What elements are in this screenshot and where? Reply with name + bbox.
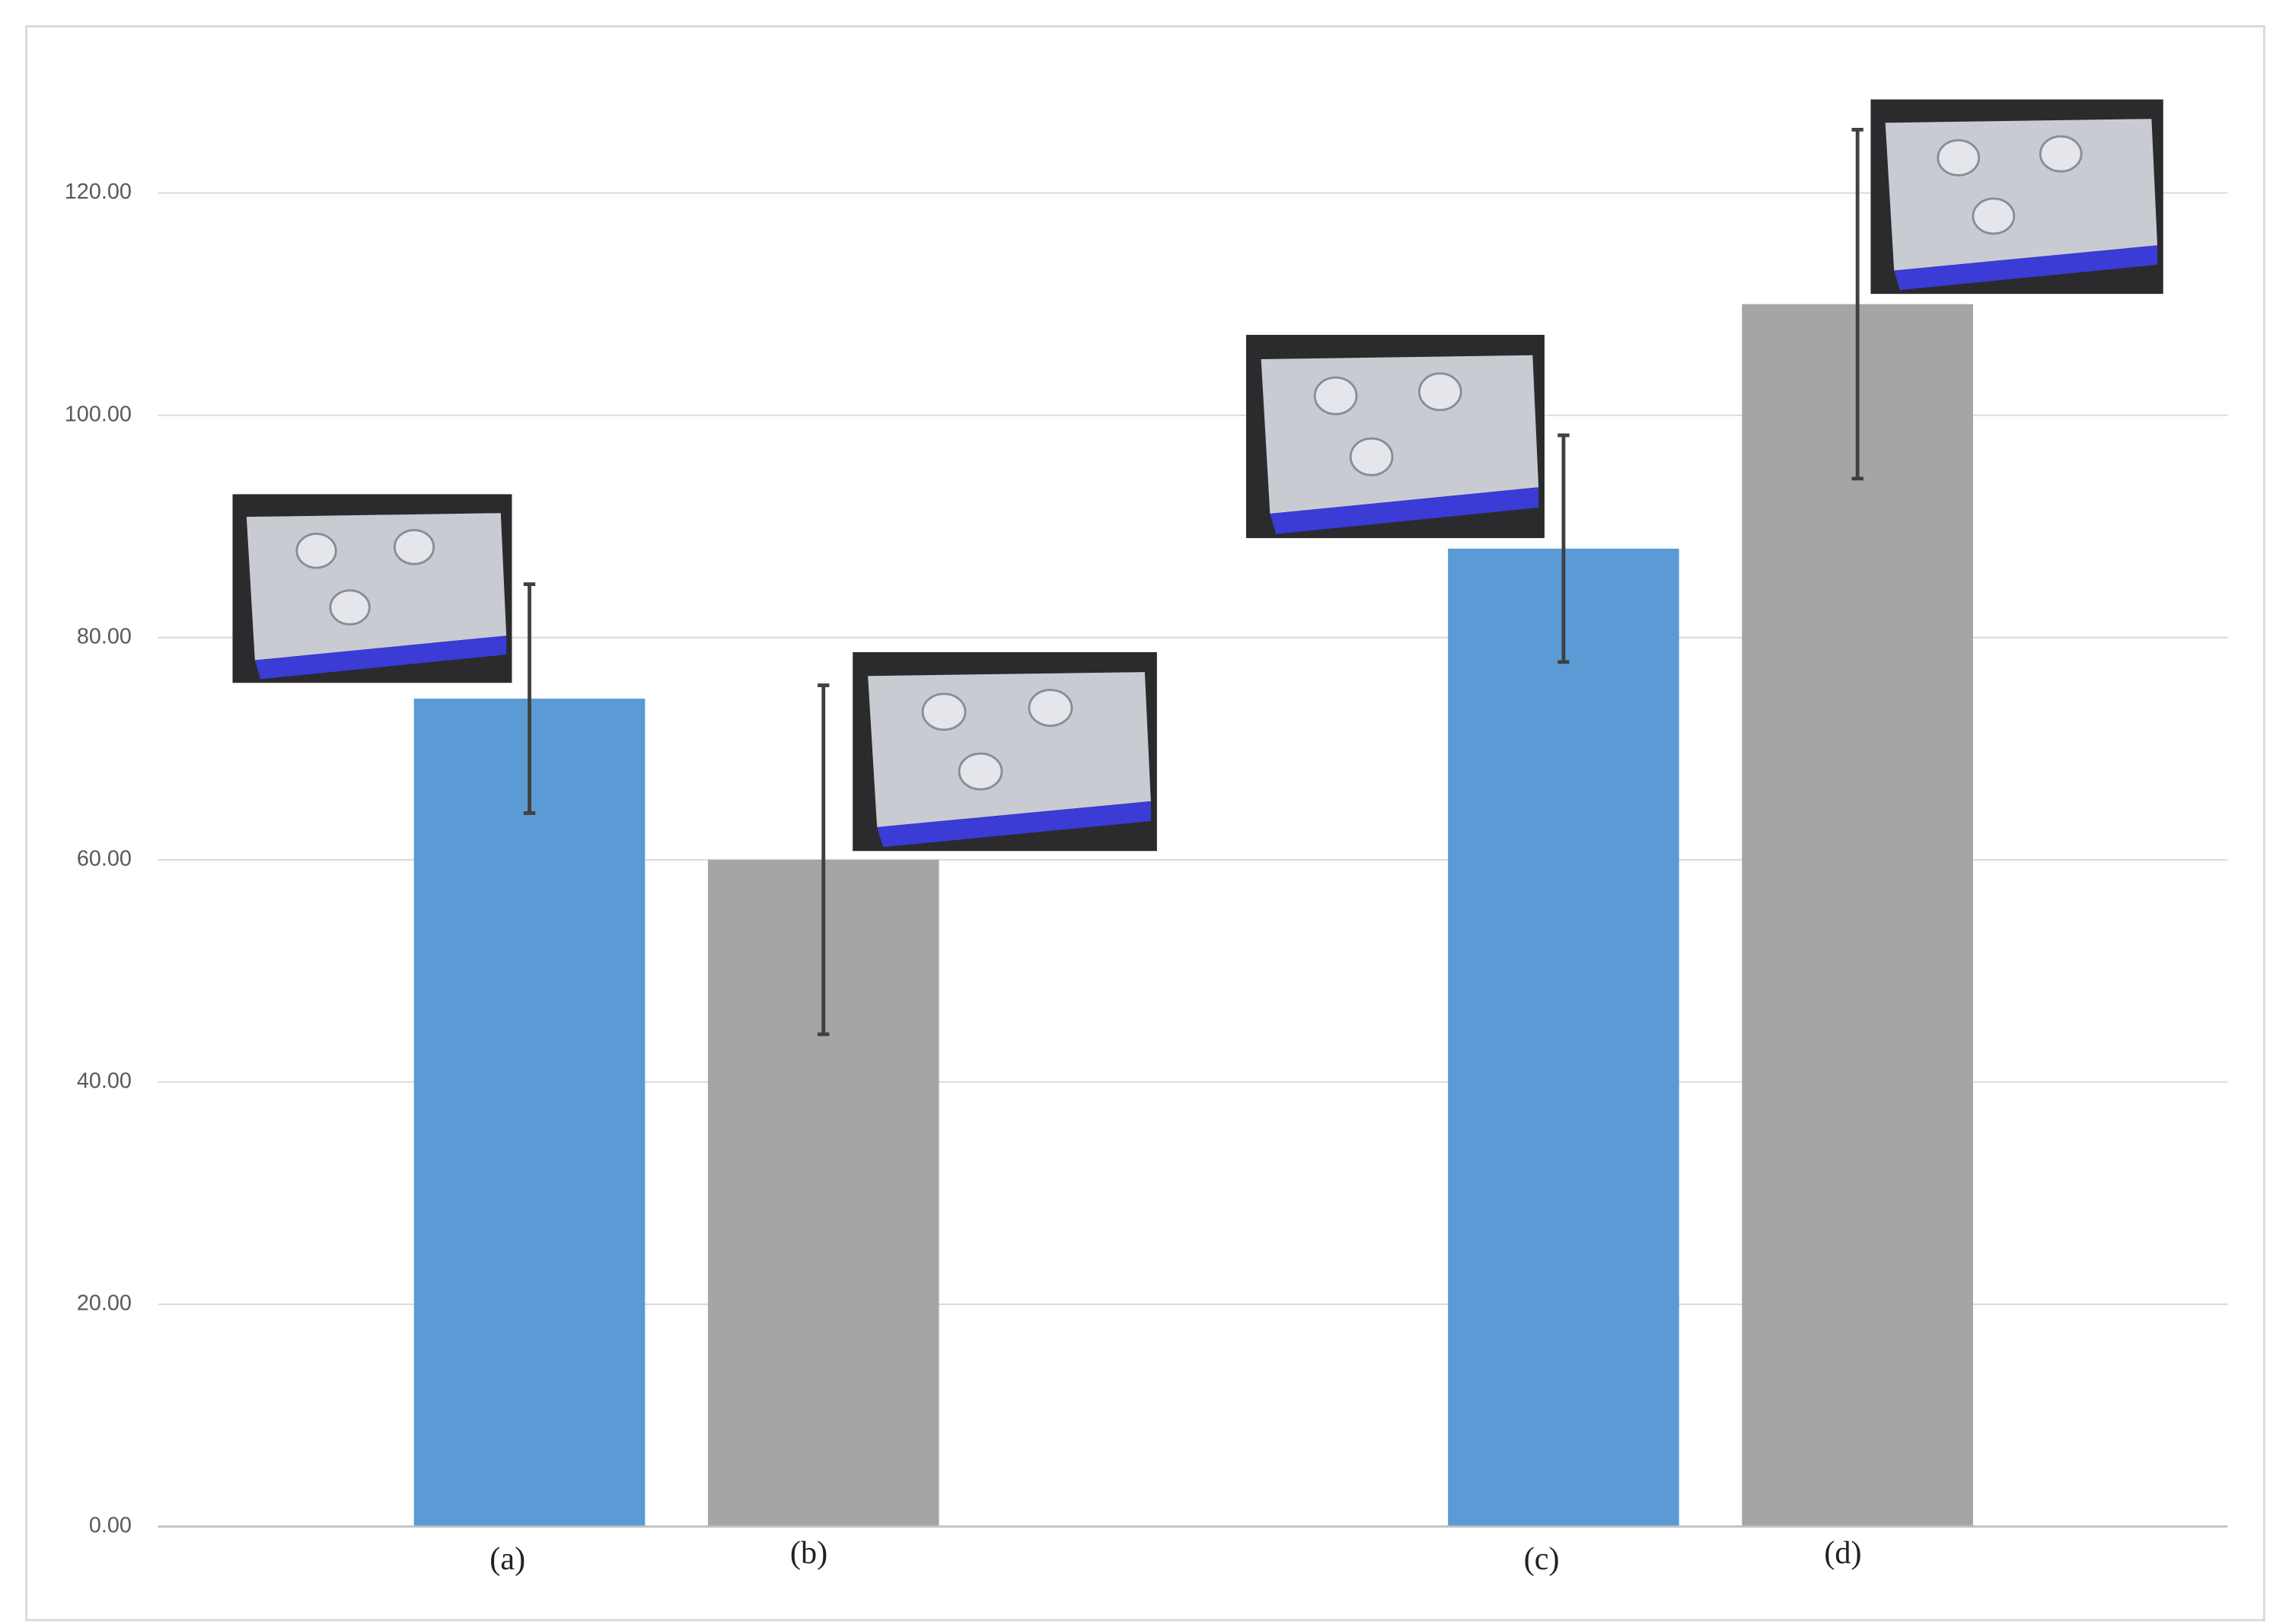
x-tick-label: (c) <box>1524 1541 1560 1577</box>
sample-photo <box>853 651 1157 852</box>
water-drop <box>295 533 337 569</box>
error-bar <box>818 683 830 1036</box>
y-tick-label: 100.00 <box>65 402 132 426</box>
error-bar <box>1851 127 1863 481</box>
sample-surface <box>1261 355 1539 514</box>
sample-photo <box>1870 99 2163 295</box>
water-drop <box>2039 135 2083 173</box>
sample-edge <box>1894 245 2158 291</box>
bar <box>413 699 646 1527</box>
x-tick-label: (d) <box>1824 1535 1861 1571</box>
bar <box>1448 548 1679 1527</box>
water-drop <box>1937 139 1981 177</box>
sample-surface <box>246 513 507 661</box>
y-tick-label: 0.00 <box>89 1514 132 1538</box>
error-bar <box>523 582 536 815</box>
sample-edge <box>1270 487 1539 534</box>
sample-surface <box>868 672 1151 827</box>
y-tick-label: 40.00 <box>77 1068 132 1093</box>
water-drop <box>393 529 435 565</box>
sample-photo <box>1246 335 1545 539</box>
water-drop <box>329 589 371 626</box>
water-drop <box>958 752 1003 791</box>
bar <box>1742 304 1973 1527</box>
sample-edge <box>877 801 1151 848</box>
sample-edge <box>254 635 507 680</box>
water-drop <box>1972 197 2016 235</box>
water-drop <box>1313 376 1358 416</box>
water-drop <box>921 693 967 731</box>
x-tick-label: (a) <box>489 1541 525 1577</box>
y-tick-label: 60.00 <box>77 846 132 871</box>
y-tick-label: 20.00 <box>77 1291 132 1315</box>
x-tick-label: (b) <box>790 1535 827 1571</box>
water-drop <box>1417 372 1462 412</box>
water-drop <box>1028 689 1073 728</box>
chart-area: 0.00 20.00 40.00 60.00 80.00 100.00 120.00 (a) (… <box>25 25 2265 1622</box>
y-tick-label: 80.00 <box>77 624 132 648</box>
y-tick-label: 120.00 <box>65 180 132 204</box>
sample-surface <box>1885 119 2158 271</box>
water-drop <box>1349 437 1394 476</box>
sample-photo <box>232 494 512 683</box>
error-bar <box>1557 433 1570 664</box>
